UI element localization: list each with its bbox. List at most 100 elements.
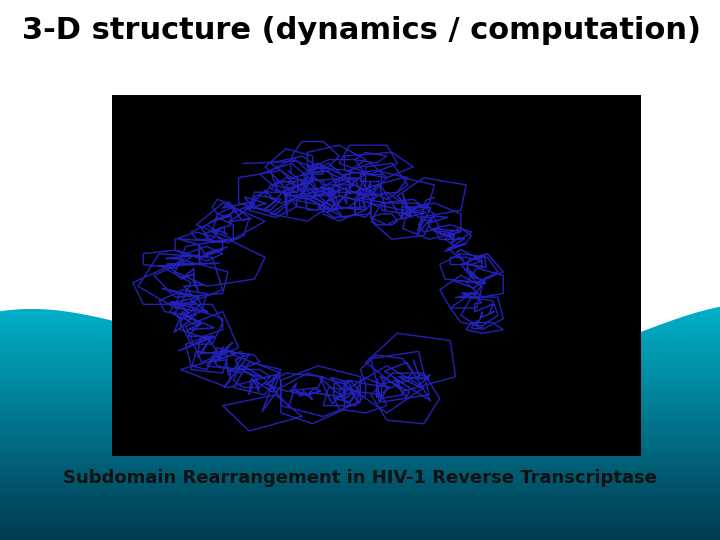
Bar [0, 486, 720, 488]
Bar [0, 306, 720, 308]
Bar [0, 364, 720, 367]
Bar [0, 443, 720, 446]
Bar [0, 426, 720, 428]
Bar [0, 492, 720, 495]
Bar [0, 536, 720, 538]
Bar [0, 372, 720, 374]
Bar [0, 308, 720, 310]
Bar [0, 421, 720, 423]
Bar [0, 349, 720, 351]
Bar [0, 423, 720, 426]
Bar [0, 396, 720, 399]
Bar [0, 384, 720, 387]
Bar [0, 351, 720, 353]
Bar [0, 526, 720, 529]
Bar [0, 270, 720, 272]
Bar [0, 517, 720, 519]
Bar [0, 374, 720, 376]
Bar [0, 409, 720, 411]
Bar [0, 293, 720, 295]
Bar [0, 301, 720, 303]
Bar [0, 276, 720, 279]
Bar [0, 472, 720, 475]
Bar [0, 367, 720, 369]
Bar [0, 274, 720, 276]
Bar [0, 507, 720, 509]
Bar [0, 401, 720, 403]
Bar [0, 315, 720, 317]
Bar [0, 399, 720, 401]
Bar [0, 281, 720, 284]
Bar [0, 411, 720, 414]
Bar [0, 459, 720, 461]
Bar [0, 463, 720, 465]
Bar [0, 482, 720, 484]
Bar [0, 531, 720, 534]
Bar [0, 290, 720, 293]
Bar [0, 519, 720, 522]
Bar [0, 534, 720, 536]
Bar [0, 428, 720, 430]
Bar [0, 418, 720, 421]
Bar [0, 387, 720, 389]
Bar [0, 360, 720, 362]
Bar [0, 357, 720, 360]
Bar [0, 490, 720, 492]
Bar [0, 470, 720, 472]
Bar [0, 389, 720, 392]
Bar [0, 497, 720, 500]
Bar [0, 448, 720, 450]
Bar [0, 446, 720, 448]
Bar [0, 333, 720, 335]
Bar [0, 320, 720, 322]
Bar [112, 94, 641, 456]
Bar [0, 455, 720, 457]
Bar [0, 328, 720, 330]
Bar [0, 380, 720, 382]
Bar [0, 509, 720, 511]
Bar [0, 322, 720, 324]
Bar [0, 340, 720, 342]
Bar [0, 511, 720, 513]
Bar [0, 394, 720, 396]
Bar [0, 477, 720, 480]
Bar [0, 392, 720, 394]
Bar [0, 524, 720, 526]
Bar [0, 465, 720, 468]
Bar [0, 330, 720, 333]
Bar [0, 495, 720, 497]
Bar [0, 403, 720, 405]
Bar [0, 345, 720, 347]
Bar [0, 303, 720, 306]
Bar [0, 324, 720, 326]
Bar [0, 513, 720, 515]
Bar [0, 347, 720, 349]
Bar [0, 500, 720, 502]
Bar [0, 438, 720, 441]
Bar [0, 362, 720, 365]
Bar [0, 288, 720, 291]
Bar [0, 468, 720, 470]
Bar [0, 407, 720, 409]
Bar [0, 488, 720, 490]
Bar [0, 313, 720, 315]
Bar [0, 504, 720, 507]
Bar [0, 284, 720, 286]
Bar [0, 432, 720, 434]
Bar [0, 335, 720, 338]
Polygon shape [0, 0, 720, 356]
Bar [0, 353, 720, 355]
Bar [0, 299, 720, 301]
Bar [0, 480, 720, 482]
Bar [0, 453, 720, 455]
Bar [0, 378, 720, 380]
Bar [0, 502, 720, 504]
Bar [0, 484, 720, 486]
Bar [0, 461, 720, 463]
Bar [0, 515, 720, 517]
Bar [0, 297, 720, 299]
Bar [0, 382, 720, 384]
Bar [0, 272, 720, 274]
Bar [0, 414, 720, 416]
Bar [0, 529, 720, 531]
